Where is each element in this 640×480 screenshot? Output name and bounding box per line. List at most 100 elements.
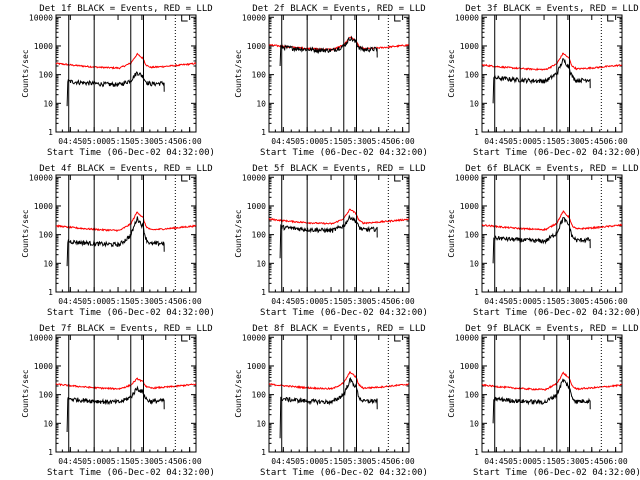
- x-tick-label: 05:15: [106, 297, 130, 306]
- y-tick-label: 10000: [29, 173, 53, 182]
- panel-det-7: Det 7f BLACK = Events, RED = LLD Counts/s…: [21, 324, 215, 478]
- y-tick-label: 10: [256, 99, 266, 108]
- bracket-marker: [607, 15, 614, 22]
- x-tick-label: 04:45: [271, 297, 295, 306]
- bracket-marker: [181, 175, 188, 182]
- y-tick-label: 10000: [455, 333, 479, 342]
- x-tick-label: 05:30: [556, 137, 580, 146]
- y-axis-label: Counts/sec: [234, 209, 243, 257]
- series-lld-line: [481, 371, 623, 391]
- x-tick-label: 04:45: [271, 457, 295, 466]
- x-tick-label: 05:30: [343, 137, 367, 146]
- x-tick-label: 05:15: [106, 457, 130, 466]
- y-tick-label: 1: [48, 128, 53, 137]
- x-tick-label: 05:30: [556, 297, 580, 306]
- x-axis-label: Start Time (06-Dec-02 04:32:00): [47, 148, 215, 158]
- series-events-line: [492, 216, 591, 264]
- x-tick-label: 05:15: [319, 457, 343, 466]
- series-events-line: [279, 214, 378, 259]
- y-tick-label: 10: [469, 99, 479, 108]
- x-tick-label: 05:45: [154, 297, 178, 306]
- y-tick-label: 100: [465, 231, 480, 240]
- x-tick-label: 05:45: [367, 297, 391, 306]
- y-tick-label: 10000: [242, 13, 266, 22]
- y-tick-label: 100: [39, 391, 54, 400]
- series-events-line: [66, 71, 165, 107]
- y-tick-label: 1000: [460, 362, 479, 371]
- y-axis-label: Counts/sec: [21, 209, 30, 257]
- x-tick-label: 04:45: [271, 137, 295, 146]
- x-tick-label: 05:45: [367, 457, 391, 466]
- x-tick-label: 05:45: [580, 137, 604, 146]
- series-lld-line: [55, 211, 197, 232]
- x-tick-label: 05:15: [319, 137, 343, 146]
- y-tick-label: 1: [261, 288, 266, 297]
- y-tick-label: 100: [252, 231, 267, 240]
- y-tick-label: 10: [256, 419, 266, 428]
- y-tick-label: 1: [474, 288, 479, 297]
- y-tick-label: 10000: [455, 13, 479, 22]
- panel-det-9: Det 9f BLACK = Events, RED = LLD Counts/s…: [447, 324, 640, 478]
- y-tick-label: 10000: [29, 333, 53, 342]
- y-tick-label: 10: [469, 419, 479, 428]
- x-axis-label: Start Time (06-Dec-02 04:32:00): [473, 308, 640, 318]
- series-events-line: [492, 378, 591, 424]
- x-tick-label: 06:00: [391, 297, 415, 306]
- chart-title: Det 1f BLACK = Events, RED = LLD: [39, 4, 212, 14]
- chart-title: Det 2f BLACK = Events, RED = LLD: [252, 4, 425, 14]
- x-tick-label: 06:00: [391, 137, 415, 146]
- x-tick-label: 05:45: [580, 457, 604, 466]
- x-tick-label: 05:30: [343, 297, 367, 306]
- x-tick-label: 05:00: [508, 297, 532, 306]
- x-tick-label: 05:00: [508, 137, 532, 146]
- bracket-marker: [607, 335, 614, 342]
- x-tick-label: 05:45: [154, 137, 178, 146]
- x-tick-label: 06:00: [604, 457, 628, 466]
- y-tick-label: 1: [48, 448, 53, 457]
- x-tick-label: 05:15: [532, 297, 556, 306]
- x-tick-label: 04:45: [58, 297, 82, 306]
- y-tick-label: 100: [252, 71, 267, 80]
- panel-det-6: Det 6f BLACK = Events, RED = LLD Counts/s…: [447, 164, 640, 318]
- chart-title: Det 3f BLACK = Events, RED = LLD: [465, 4, 638, 14]
- x-tick-label: 06:00: [178, 137, 202, 146]
- y-tick-label: 10: [43, 99, 53, 108]
- y-axis-label: Counts/sec: [447, 369, 456, 417]
- bracket-marker: [394, 175, 401, 182]
- x-axis-label: Start Time (06-Dec-02 04:32:00): [260, 148, 428, 158]
- y-tick-label: 100: [465, 391, 480, 400]
- x-tick-label: 06:00: [178, 297, 202, 306]
- y-tick-label: 1000: [247, 362, 266, 371]
- x-tick-label: 04:45: [484, 457, 508, 466]
- x-tick-label: 05:45: [154, 457, 178, 466]
- y-tick-label: 1000: [460, 42, 479, 51]
- x-tick-label: 06:00: [604, 137, 628, 146]
- y-tick-label: 10000: [29, 13, 53, 22]
- x-tick-label: 05:30: [130, 457, 154, 466]
- x-tick-label: 05:15: [319, 297, 343, 306]
- y-tick-label: 10000: [242, 173, 266, 182]
- x-axis-label: Start Time (06-Dec-02 04:32:00): [473, 148, 640, 158]
- x-tick-label: 05:30: [343, 457, 367, 466]
- y-tick-label: 10000: [242, 333, 266, 342]
- x-axis-label: Start Time (06-Dec-02 04:32:00): [260, 468, 428, 478]
- x-tick-label: 06:00: [178, 457, 202, 466]
- x-tick-label: 05:00: [295, 457, 319, 466]
- chart-title: Det 7f BLACK = Events, RED = LLD: [39, 324, 212, 334]
- y-tick-label: 1: [48, 288, 53, 297]
- series-lld-line: [268, 371, 409, 391]
- x-tick-label: 05:00: [82, 297, 106, 306]
- chart-title: Det 5f BLACK = Events, RED = LLD: [252, 164, 425, 174]
- series-lld-line: [55, 377, 197, 391]
- x-tick-label: 05:15: [106, 137, 130, 146]
- x-tick-label: 05:30: [130, 297, 154, 306]
- y-axis-label: Counts/sec: [234, 49, 243, 97]
- chart-title: Det 8f BLACK = Events, RED = LLD: [252, 324, 425, 334]
- x-tick-label: 04:45: [484, 297, 508, 306]
- panel-det-8: Det 8f BLACK = Events, RED = LLD Counts/s…: [234, 324, 428, 478]
- chart-title: Det 9f BLACK = Events, RED = LLD: [465, 324, 638, 334]
- panel-det-3: Det 3f BLACK = Events, RED = LLD Counts/s…: [447, 4, 640, 158]
- chart-title: Det 4f BLACK = Events, RED = LLD: [39, 164, 212, 174]
- x-axis-label: Start Time (06-Dec-02 04:32:00): [260, 308, 428, 318]
